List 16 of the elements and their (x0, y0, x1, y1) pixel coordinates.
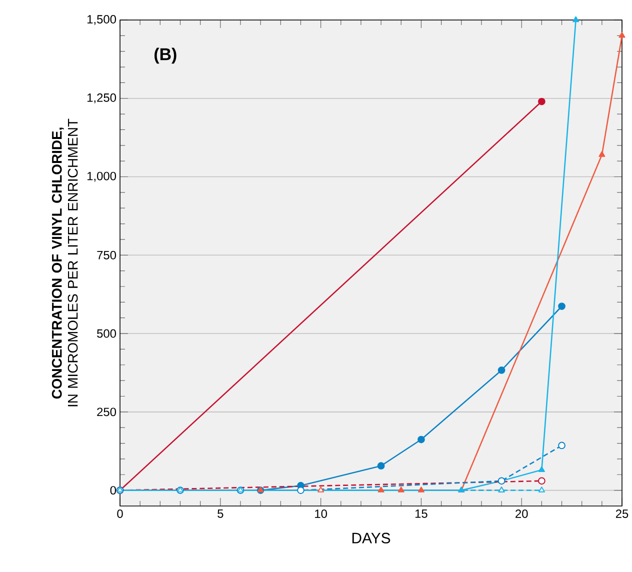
y-axis-title: CONCENTRATION OF VINYL CHLORIDE, IN MICROMOLES PER LITER ENRICHMENT (52, 118, 78, 406)
y-tick-label: 0 (110, 486, 116, 495)
y-tick-label: 1,500 (87, 15, 116, 25)
y-tick-label: 1,250 (87, 93, 116, 104)
x-tick-label: 25 (616, 510, 628, 518)
x-tick-label: 10 (315, 510, 327, 518)
y-tick-label: 750 (97, 250, 116, 260)
y-tick-label: 1,000 (87, 172, 116, 182)
annotation: (B) (154, 48, 176, 64)
x-tick-label: 15 (415, 510, 428, 518)
x-tick-label: 0 (117, 510, 123, 518)
x-tick-label: 20 (516, 510, 528, 518)
x-axis-title: DAYS (352, 532, 390, 544)
y-tick-label: 500 (97, 329, 116, 338)
x-tick-label: 5 (218, 510, 224, 518)
y-tick-label: 250 (97, 408, 116, 416)
